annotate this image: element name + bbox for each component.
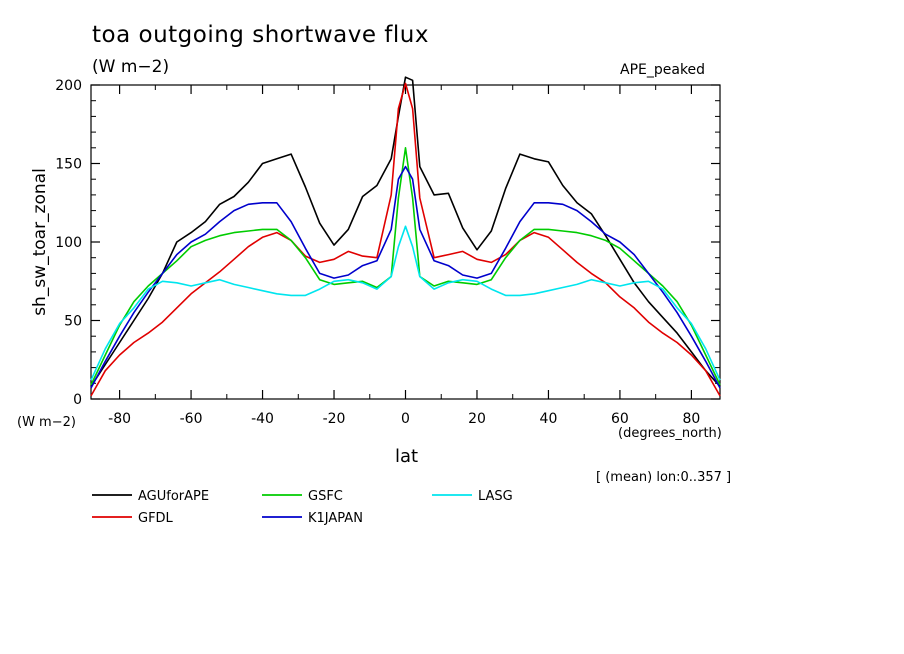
y-tick-label: 200 — [55, 78, 82, 94]
x-tick-label: 80 — [682, 411, 700, 427]
plot-frame — [90, 84, 721, 400]
chart-units: (W m−2) — [92, 57, 170, 77]
x-tick-label: -60 — [180, 411, 203, 427]
x-axis-units: (degrees_north) — [618, 426, 722, 441]
legend-label-k1japan: K1JAPAN — [308, 511, 363, 526]
y-tick-label: 150 — [55, 157, 82, 173]
x-tick-label: -80 — [108, 411, 131, 427]
x-tick-label: 60 — [611, 411, 629, 427]
y-tick-label: 0 — [73, 392, 82, 408]
mean-note: [ (mean) lon:0..357 ] — [596, 470, 732, 485]
legend-label-lasg: LASG — [478, 489, 513, 504]
series-line-lasg — [90, 225, 721, 381]
y-tick-label: 50 — [64, 314, 82, 330]
x-axis-label: lat — [395, 446, 419, 467]
x-tick-label: -20 — [323, 411, 346, 427]
series-line-gfdl — [90, 82, 721, 397]
legend-label-aguforape: AGUforAPE — [138, 489, 209, 504]
legend-label-gfdl: GFDL — [138, 511, 174, 526]
x-tick-label: 0 — [401, 411, 410, 427]
y-axis-units: (W m−2) — [17, 415, 76, 430]
y-tick-label: 100 — [55, 235, 82, 251]
chart-title: toa outgoing shortwave flux — [92, 22, 429, 48]
series-line-k1japan — [90, 165, 721, 389]
experiment-label: APE_peaked — [620, 62, 706, 78]
x-tick-label: -40 — [251, 411, 274, 427]
x-tick-label: 40 — [540, 411, 558, 427]
legend-label-gsfc: GSFC — [308, 489, 343, 504]
series-line-aguforape — [90, 76, 721, 387]
series-line-gsfc — [90, 147, 721, 386]
x-tick-label: 20 — [468, 411, 486, 427]
